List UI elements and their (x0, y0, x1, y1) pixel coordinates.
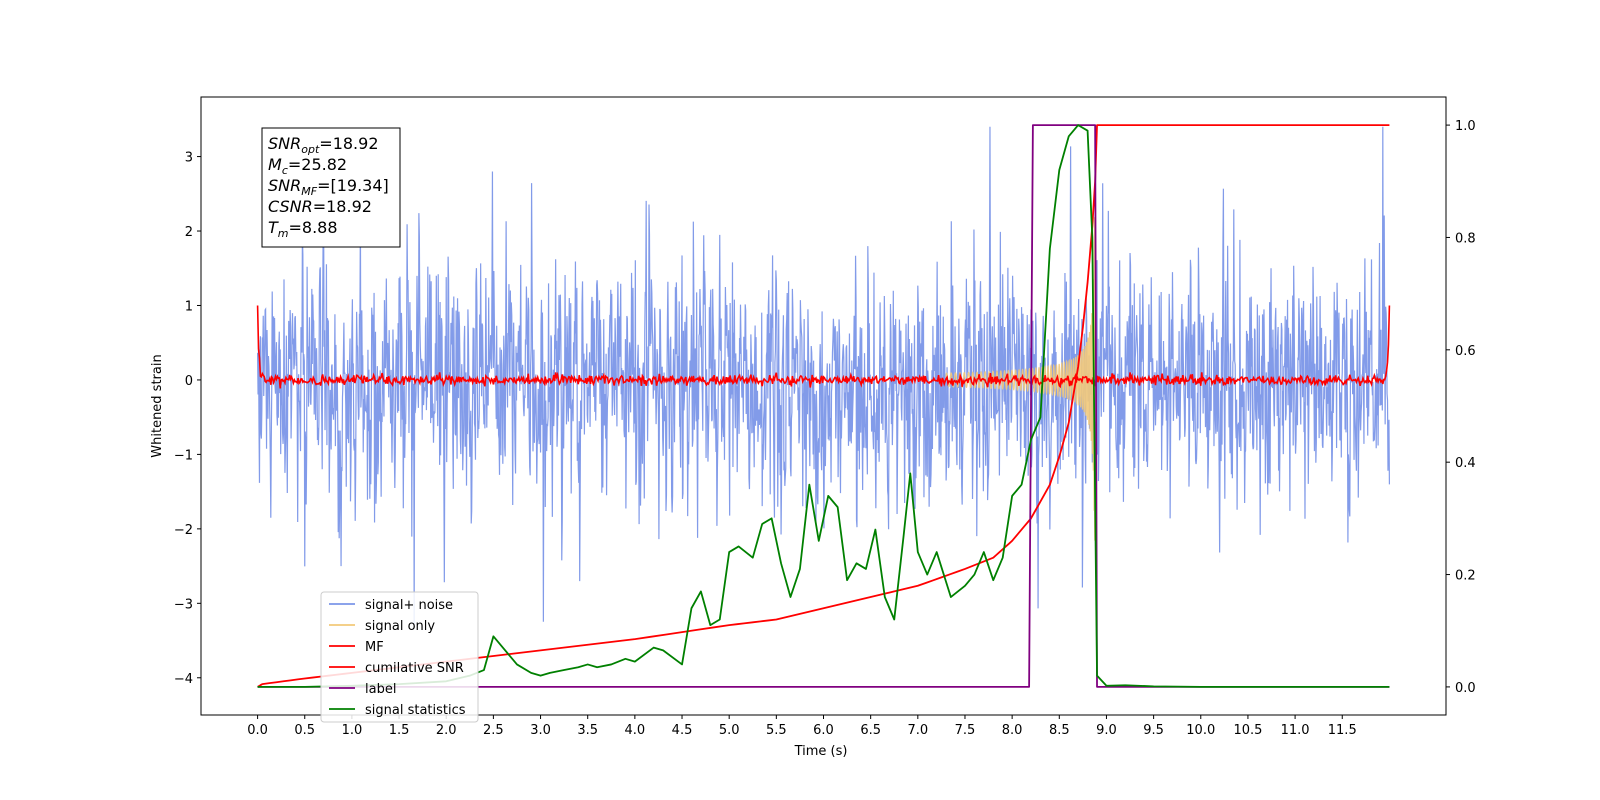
y2-tick-label: 0.2 (1455, 569, 1476, 584)
x-tick-label: 7.0 (907, 723, 928, 738)
info-line: SNRMF=[19.34] (268, 176, 389, 198)
y2-tick-label: 0.6 (1455, 344, 1476, 359)
legend-frame (320, 591, 479, 723)
x-tick-label: 0.5 (294, 723, 315, 738)
x-tick-label: 3.5 (577, 723, 598, 738)
y-tick-label: 2 (185, 225, 193, 240)
x-tick-label: 6.5 (860, 723, 881, 738)
y-tick-label: 0 (185, 374, 193, 389)
x-tick-label: 4.0 (625, 723, 646, 738)
y-tick-label: −3 (174, 597, 193, 612)
x-tick-label: 2.5 (483, 723, 504, 738)
series-mf (256, 305, 1391, 389)
x-tick-label: 3.0 (530, 723, 551, 738)
info-line: SNRopt=18.92 (268, 134, 379, 156)
x-axis: 0.0 0.5 1.0 1.5 2.0 2.5 3.0 3.5 4.0 4.5 5.0 5.5 6.0 6… (247, 715, 1357, 738)
x-tick-label: 5.5 (766, 723, 787, 738)
y2-tick-label: 0.8 (1455, 231, 1476, 246)
legend-entry: signal statistics (365, 703, 466, 718)
legend: signal+ noise signal only MF cumilative SNR… (320, 591, 479, 723)
info-line: Tm=8.88 (268, 218, 338, 240)
x-tick-label: 6.0 (813, 723, 834, 738)
x-tick-label: 11.0 (1281, 723, 1310, 738)
y-tick-label: 1 (185, 299, 193, 314)
y-axis-right: 1.0 0.8 0.6 0.4 0.2 0.0 (1446, 119, 1476, 696)
x-tick-label: 10.5 (1233, 723, 1262, 738)
info-box-frame (261, 127, 401, 248)
y2-tick-label: 1.0 (1455, 119, 1476, 134)
y-tick-label: −2 (174, 523, 193, 538)
legend-entry: MF (365, 640, 384, 655)
x-tick-label: 9.0 (1096, 723, 1117, 738)
x-tick-label: 5.0 (719, 723, 740, 738)
legend-entry: signal+ noise (365, 598, 453, 613)
x-tick-label: 11.5 (1328, 723, 1357, 738)
info-line: CSNR=18.92 (268, 197, 372, 216)
y-tick-label: −4 (174, 672, 193, 687)
info-box: SNRopt=18.92Mc=25.82SNRMF=[19.34]CSNR=18… (261, 127, 401, 248)
y2-tick-label: 0.0 (1455, 681, 1476, 696)
x-tick-label: 10.0 (1186, 723, 1215, 738)
info-line: Mc=25.82 (268, 155, 347, 177)
series-signal-statistics (257, 124, 1390, 688)
y-axis-label: Whitened strain (150, 354, 165, 457)
x-tick-label: 7.5 (955, 723, 976, 738)
x-tick-label: 1.0 (342, 723, 363, 738)
legend-entry: cumilative SNR (365, 661, 464, 676)
x-tick-label: 4.5 (672, 723, 693, 738)
series-signal-only (945, 217, 1096, 541)
x-tick-label: 9.5 (1143, 723, 1164, 738)
legend-entry: signal only (365, 619, 435, 634)
x-tick-label: 0.0 (247, 723, 268, 738)
y2-tick-label: 0.4 (1455, 456, 1476, 471)
x-tick-label: 8.0 (1002, 723, 1023, 738)
x-tick-label: 2.0 (436, 723, 457, 738)
legend-entry: label (365, 682, 396, 697)
x-tick-label: 8.5 (1049, 723, 1070, 738)
y-axis-left: 3 2 1 0 −1 −2 −3 −4 (174, 151, 201, 687)
x-axis-label: Time (s) (794, 744, 848, 759)
y-tick-label: −1 (174, 448, 193, 463)
y-tick-label: 3 (185, 151, 193, 166)
x-tick-label: 1.5 (389, 723, 410, 738)
